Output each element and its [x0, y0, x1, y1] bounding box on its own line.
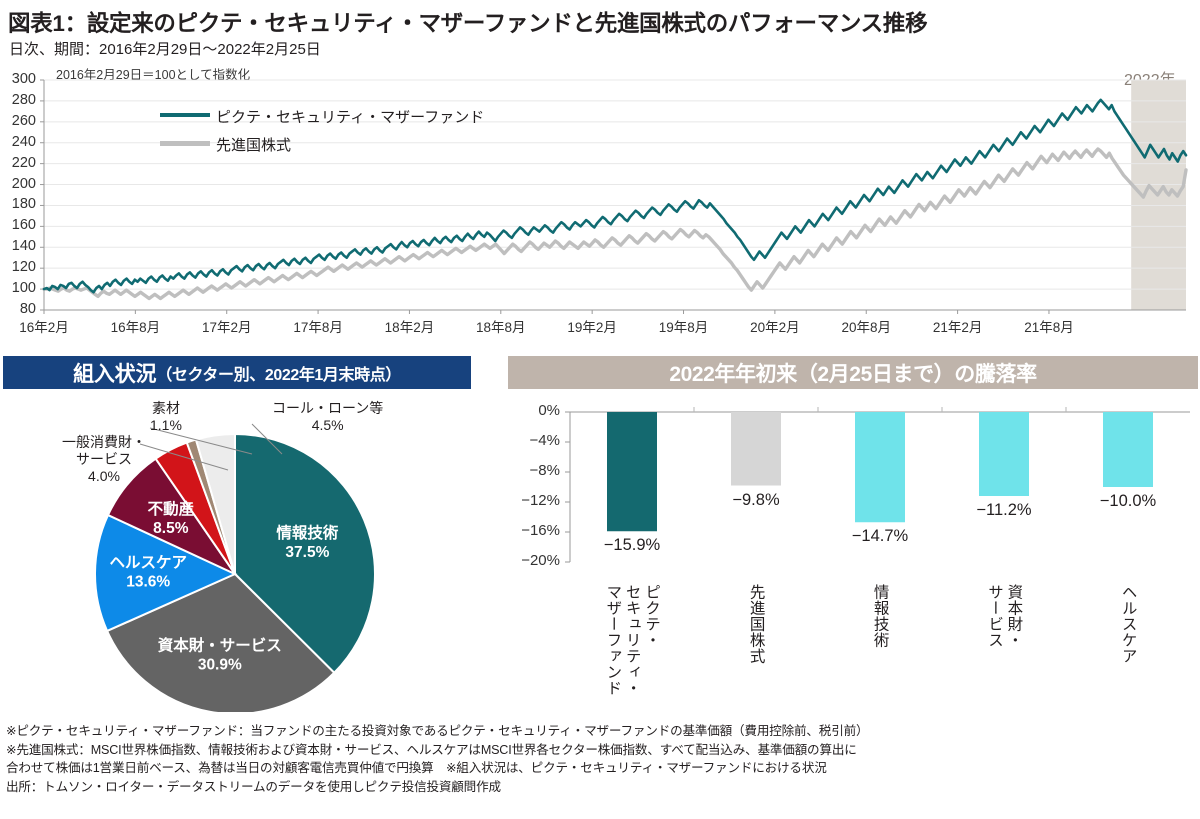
bar-category-line: セキュリティ・	[623, 584, 641, 696]
bar-category-label: 先進国株式	[711, 584, 801, 664]
bar-category-line: サービス	[986, 584, 1003, 648]
bar-section-header: 2022年年初来（2月25日まで）の騰落率	[508, 356, 1198, 389]
line-chart-x-tick: 21年8月	[1024, 320, 1074, 335]
line-chart-note: 2016年2月29日＝100として指数化	[56, 68, 251, 82]
line-chart-x-tick: 17年2月	[201, 320, 252, 335]
pie-slice-label: 素材 1.1%	[150, 400, 182, 434]
bar-category-line: 先進国株式	[747, 584, 765, 664]
bar-value-label: −15.9%	[603, 536, 661, 555]
bar-category-label: ピクテ・ セキュリティ・ マザーファンド	[587, 584, 677, 696]
line-chart-y-tick: 140	[11, 238, 36, 255]
line-chart-x-tick: 16年8月	[110, 320, 161, 335]
line-chart-y-tick: 220	[11, 154, 36, 171]
line-chart-canvas	[40, 79, 1188, 314]
line-chart-y-tick: 180	[11, 196, 36, 213]
line-chart-x-tick: 19年8月	[658, 320, 709, 335]
page-subtitle: 日次、期間：2016年2月29日～2022年2月25日	[9, 41, 321, 58]
line-chart-y-tick: 300	[11, 71, 36, 87]
bar-value-label: −10.0%	[1099, 492, 1157, 510]
line-chart-x-tick: 18年8月	[476, 320, 526, 335]
footnote-line: 合わせて株価は1営業日前ベース、為替は当日の対顧客電信売買仲値で円換算 ※組入状…	[6, 761, 827, 775]
line-chart-x-tick: 21年2月	[932, 320, 983, 335]
bar-category-label: 資本財・ サービス	[959, 584, 1049, 648]
bar-chart-y-tick: −16%	[521, 522, 560, 539]
bar-category-line: ピクテ・	[643, 584, 661, 648]
pie-slice-label: 不動産 8.5%	[147, 500, 195, 537]
legend-swatch	[160, 113, 210, 117]
pie-slice-label: 資本財・サービス 30.9%	[157, 637, 282, 674]
legend-label: ピクテ・セキュリティ・マザーファンド	[216, 109, 485, 126]
bar-chart-y-tick: −20%	[521, 552, 560, 569]
bar-category-line: 資本財・	[1005, 584, 1023, 648]
footnotes: ※ピクテ・セキュリティ・マザーファンド：当ファンドの主たる投資対象であるピクテ・…	[6, 722, 1196, 796]
legend-swatch	[160, 141, 210, 146]
bar-category-line: ヘルスケア	[1119, 584, 1137, 664]
line-chart-x-tick: 18年2月	[384, 320, 435, 335]
legend-label: 先進国株式	[216, 137, 292, 154]
footnote-line: ※先進国株式：MSCI世界株価指数、情報技術および資本財・サービス、ヘルスケアは…	[6, 742, 857, 757]
sector-allocation-pie-chart: 情報技術 37.5% 資本財・サービス 30.9% ヘルスケア 13.6% 不動産 8.5% 一…	[0, 392, 480, 715]
bar-category-line: 情報技術	[871, 584, 889, 648]
bar-chart-y-tick: −4%	[529, 432, 560, 449]
bar-chart-y-tick: −12%	[521, 492, 560, 509]
bar-chart-canvas	[565, 407, 1190, 563]
ytd-return-bar-chart: 0% −4% −8% −12% −16% −20% −15.9% −9.8% −14.7% −1…	[490, 392, 1200, 712]
line-chart-x-tick: 17年8月	[293, 320, 343, 335]
bar-value-label: −14.7%	[851, 527, 909, 546]
pie-slice-label: 一般消費財・ サービス 4.0%	[62, 434, 146, 485]
bar-chart-y-tick: −8%	[529, 462, 560, 479]
line-chart-x-tick: 16年2月	[19, 320, 69, 335]
line-chart-y-tick: 200	[11, 175, 36, 192]
pie-chart-canvas	[94, 423, 376, 715]
line-chart-y-tick: 120	[11, 259, 36, 276]
page-title: 図表1：設定来のピクテ・セキュリティ・マザーファンドと先進国株式のパフォーマンス…	[8, 11, 928, 36]
line-chart-x-tick: 20年2月	[750, 320, 800, 335]
line-chart-y-tick: 100	[11, 280, 36, 297]
bar-category-line: マザーファンド	[604, 584, 622, 696]
bar-category-label: 情報技術	[835, 584, 925, 648]
line-chart-y-tick: 260	[11, 112, 36, 129]
pie-slice-label: ヘルスケア 13.6%	[109, 554, 187, 591]
bar-category-label: ヘルスケア	[1083, 584, 1173, 664]
pie-slice-label: 情報技術 37.5%	[276, 524, 339, 561]
line-chart-x-tick: 20年8月	[841, 320, 891, 335]
bar-value-label: −11.2%	[976, 501, 1032, 519]
pie-section-title-sub: （セクター別、2022年1月末時点）	[156, 366, 401, 384]
line-chart-y-tick: 160	[11, 217, 36, 234]
footnote-line: ※ピクテ・セキュリティ・マザーファンド：当ファンドの主たる投資対象であるピクテ・…	[6, 724, 869, 738]
footnote-line: 出所：トムソン・ロイター・データストリームのデータを使用しピクテ投信投資顧問作成	[6, 779, 501, 794]
line-chart-y-tick: 280	[11, 91, 36, 108]
line-chart-x-tick: 19年2月	[567, 320, 617, 335]
bar-value-label: −9.8%	[732, 490, 780, 509]
line-chart-y-tick: 80	[19, 301, 36, 317]
performance-line-chart: 2016年2月29日＝100として指数化 2022年 3002802602402…	[0, 62, 1200, 335]
line-chart-y-tick: 240	[11, 133, 36, 150]
bar-chart-y-tick: 0%	[538, 402, 560, 419]
pie-section-header: 組入状況 （セクター別、2022年1月末時点）	[3, 356, 471, 389]
pie-slice-label: コール・ローン等 4.5%	[272, 400, 384, 434]
pie-section-title-main: 組入状況	[73, 362, 157, 386]
